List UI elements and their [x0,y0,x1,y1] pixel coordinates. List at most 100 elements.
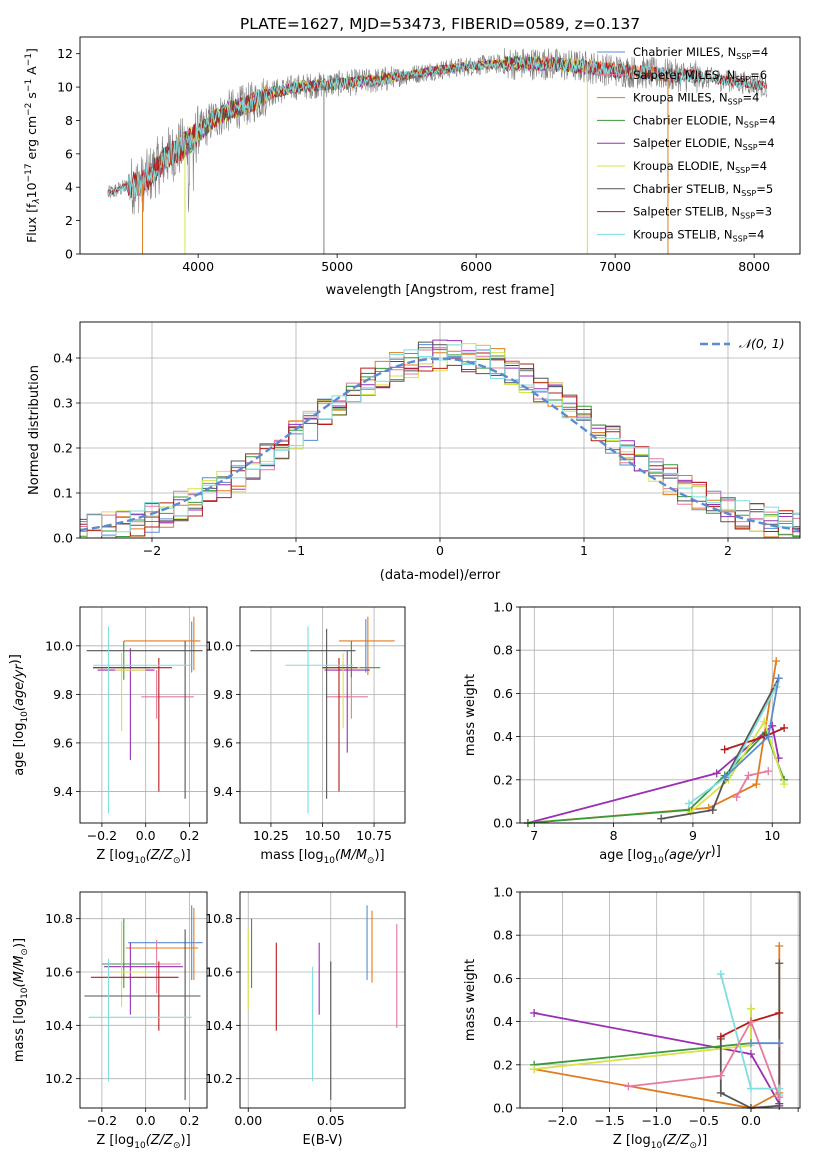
y-tick-label: 10.8 [45,911,73,926]
x-tick-label: 0 [436,543,444,558]
x-axis-label-sub: ⊙ [173,1141,181,1151]
x-axis-label-close: )] [697,1133,707,1148]
x-tick-label: 7 [530,828,538,843]
legend-entry: Chabrier ELODIE, NSSP=4 [633,113,776,129]
x-axis-label: Z [log10(Z/Z⊙)] [96,1133,190,1151]
weight-line [719,973,781,1095]
y-tick-label: 0.8 [493,928,513,943]
y-tick-label: 10 [57,80,73,95]
x-tick-label: 10.50 [305,828,341,843]
y-tick-label: 9.8 [53,687,73,702]
x-axis-label-sub: 10 [324,856,336,866]
x-axis-label-text: Z [log [96,1133,134,1148]
normal-curve [80,357,800,532]
x-axis-label-close: )] [374,848,384,863]
legend-entry-name: Chabrier ELODIE, N [633,113,744,127]
y-tick-label: 9.6 [53,735,73,750]
y-axis-label-sub: ⊙ [20,948,30,956]
weight-marker [708,806,717,815]
y-axis-label-unit: erg cm [24,116,39,164]
y-axis-label-sup: −1 [24,53,34,66]
x-tick-label: 0.0 [136,1113,156,1128]
legend-entry-sub: SSP [728,98,743,107]
axes-frame [519,891,801,1109]
spectrum-plot-area [107,47,767,254]
weight-marker [712,769,721,778]
x-tick-label: 0.0 [741,1113,761,1128]
legend-entry: Kroupa STELIB, NSSP=4 [633,227,764,243]
legend-entry-name: Kroupa MILES, N [633,91,728,105]
weight-marker [780,723,789,732]
y-tick-label: 0.4 [493,1014,513,1029]
histogram-salpeter-elodie [80,339,800,538]
histogram-salpeter-stelib [80,352,800,538]
weight-line [689,719,785,813]
y-tick-label: 0.2 [493,1057,513,1072]
y-tick-label: 6 [65,146,73,161]
x-axis-label-text: Z [log [96,848,134,863]
y-tick-label: 1.0 [493,600,513,615]
y-axis-label-sub: 10 [20,987,30,999]
legend-entry-sub: SSP [744,120,759,129]
axes-frame [519,606,801,824]
y-tick-label: 0.4 [493,729,513,744]
y-axis-label: Normed distribution [27,365,42,495]
x-axis-label: wavelength [Angstrom, rest frame] [326,283,555,298]
x-axis-label-sub: ⊙ [689,1141,697,1151]
weight-marker [716,1071,725,1080]
x-tick-label: 6000 [460,259,492,274]
x-axis-label-sub: 10 [651,1141,663,1151]
y-axis-label-sup: −17 [24,163,34,182]
weight-marker [530,1065,539,1074]
y-tick-label: 9.4 [53,784,73,799]
histogram-kroupa-miles [80,344,800,538]
weight-marker [720,745,729,754]
model-spectrum-kroupa-stelib [107,56,767,198]
legend-entry-count: =6 [750,68,767,82]
y-tick-label: 10.8 [205,911,233,926]
y-axis-label-unit: ] [24,48,39,53]
y-axis-label: mass weight [463,959,478,1041]
spectrum-panel: 4000 5000 6000 7000 8000 0 2 4 6 8 10 12 wavelength … [24,36,801,298]
y-tick-label: 0.0 [493,816,513,831]
y-tick-label: 0.1 [53,486,73,501]
x-tick-label: 4000 [182,259,214,274]
legend-entry-count: =4 [758,136,775,150]
legend-entry-name: Chabrier STELIB, N [633,182,741,196]
weight-marker [746,1039,755,1048]
y-axis-label-text: age [log [12,723,27,776]
x-axis-label: Z [log10(Z/Z⊙)] [613,1133,707,1151]
x-axis-label-text: Z [log [613,1133,651,1148]
histogram-kroupa-stelib [80,344,800,537]
histogram-chabrier-stelib [80,341,800,528]
x-axis-label-math: (M/M [335,848,367,863]
y-tick-label: 1.0 [493,885,513,900]
legend-entry-sub: SSP [733,234,748,243]
y-tick-label: 10.2 [205,1071,233,1086]
weight-marker [764,767,773,776]
weight-marker [716,1088,725,1097]
x-axis-label-sub: ⊙ [367,856,375,866]
x-axis-label: (data-model)/error [380,568,501,583]
y-tick-label: 10.6 [45,965,73,980]
x-axis-label: mass [log10(M/M⊙)] [260,848,384,866]
y-axis-label-text: mass weight [463,959,478,1041]
legend-entry-sub: SSP [743,143,758,152]
weight-marker [746,1050,755,1058]
weight-marker [686,808,695,817]
x-axis-label-math: (Z/Z [146,848,174,863]
x-axis-label: E(B-V) [302,1133,342,1148]
y-tick-label: 9.8 [213,687,233,702]
weight-marker [684,799,693,808]
axes-frame [239,891,406,1109]
legend-entry: 𝒩(0, 1) [739,336,785,351]
weight-marker [760,717,769,726]
weight-marker [746,1017,755,1026]
legend-entry-count: =5 [756,182,773,196]
x-tick-label: −2.0 [547,1113,577,1128]
legend-entry-name: Kroupa ELODIE, N [633,159,735,173]
histogram-kroupa-elodie [80,343,800,538]
weight-line [527,724,780,824]
weight-marker [775,1039,784,1048]
y-tick-label: 0 [65,247,73,262]
